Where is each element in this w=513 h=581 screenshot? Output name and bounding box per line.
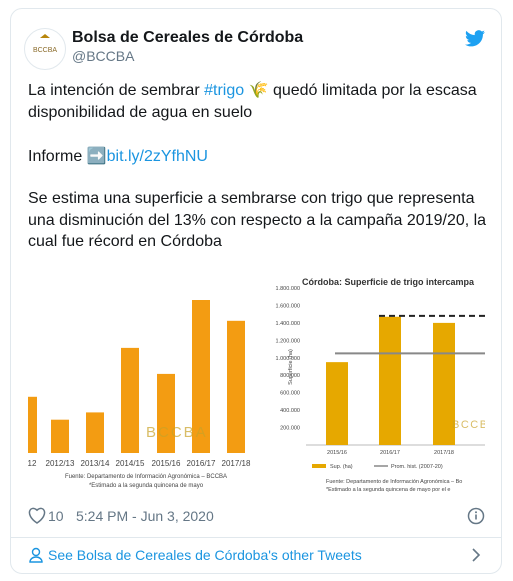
source-note: Fuente: Departamento de Información Agro… [65,474,227,480]
tweet-card [10,8,502,574]
timestamp[interactable]: 5:24 PM - Jun 3, 2020 [76,508,214,524]
source-note: *Estimado a la segunda quincena de mayo … [326,487,450,493]
x-tick-label: 2013/14 [81,459,110,468]
y-tick-label: 1.000.000 [276,356,300,362]
tweet-paragraph: Informe ➡️bit.ly/2zYfhNU [28,146,490,168]
x-tick-label: 2015/16 [152,459,181,468]
bar [227,320,245,453]
avatar-text: BCCBA [33,47,57,54]
watermark: BCCBA [452,419,485,431]
emoji: ➡️ [86,148,107,165]
bar [28,396,37,453]
watermark: BCCBA [146,424,208,441]
image[interactable]: Córdoba: Superficie de trigo intercampa 2… [256,267,485,495]
hashtag[interactable]: #trigo [204,82,245,99]
text: Informe [28,148,87,165]
x-tick-label: 2015/16 [327,450,347,456]
chevron[interactable] [471,548,481,562]
bar [86,412,104,453]
divider [10,537,502,538]
account-handle[interactable]: @BCCBA [72,48,135,64]
source-note: Fuente: Departamento de Información Agro… [326,479,462,485]
x-tick-label: 2012/13 [46,459,75,468]
person-icon [29,547,43,563]
y-axis-label: Superficie (ha) [288,349,294,385]
y-tick-label: 1.400.000 [276,321,300,327]
y-tick-label: 600.000 [280,391,300,397]
bar [121,347,139,453]
x-tick-label: 2016/17 [187,459,216,468]
bar [192,300,210,453]
account-name[interactable]: Bolsa de Cereales de Córdoba [72,29,304,46]
tweet-paragraph: La intención de sembrar #trigo 🌾 quedó l… [28,80,490,123]
image[interactable]: 12 2012/13 2013/14 2014/15 2015/16 2016/17 201… [28,267,254,495]
like-icon[interactable] [28,507,46,524]
x-tick-label: 2014/15 [116,459,145,468]
like-count: 10 [48,508,64,524]
y-tick-label: 1.600.000 [276,303,300,309]
x-tick-label: 2017/18 [222,459,251,468]
x-tick-label: 2017/18 [434,450,454,456]
bar [326,362,348,445]
tweet-paragraph: Se estima una superficie a sembrarse con… [28,190,487,250]
x-tick-label: 2016/17 [380,450,400,456]
x-tick-label: 12 [28,459,37,468]
legend-label: Sup. (ha) [330,464,353,470]
legend-swatch [312,464,326,468]
y-tick-label: 800.000 [280,373,300,379]
text: 🌾 quedó limitada por la escasa disponibi… [28,82,477,121]
chart-title: Córdoba: Superficie de trigo intercampa [302,277,475,287]
more-tweets-link[interactable]: See Bolsa de Cereales de Córdoba's other… [48,547,362,563]
source-note: *Estimado a la segunda quincena de mayo [89,483,204,489]
y-tick-label: 400.000 [280,408,300,414]
text: La intención de sembrar [28,82,205,99]
bar [51,419,69,453]
background [28,267,254,495]
y-tick-label: 1.800.000 [276,286,300,292]
twitter-logo[interactable] [465,30,485,47]
y-tick-label: 200.000 [280,426,300,432]
link[interactable]: bit.ly/2zYfhNU [106,148,208,165]
legend-label: Prom. hist. (2007-20) [391,464,443,470]
y-tick-label: 1.200.000 [276,338,300,344]
avatar[interactable]: BCCBA [24,28,66,70]
info-icon[interactable] [467,507,485,525]
bar [157,373,175,453]
bar [379,316,401,445]
